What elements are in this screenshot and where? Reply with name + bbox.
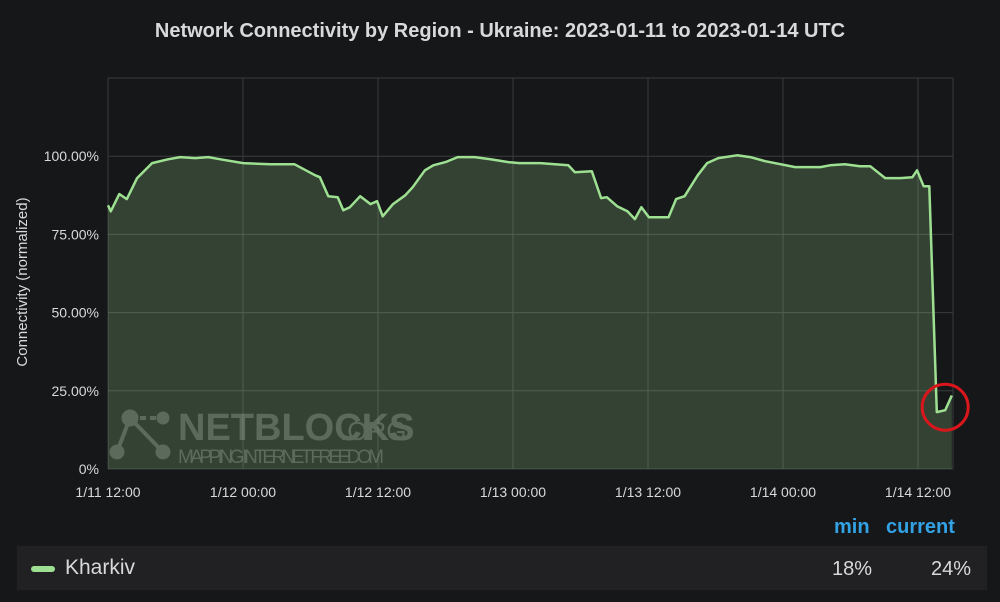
x-tick-label: 1/13 12:00 [615,484,681,500]
series-color-swatch[interactable] [31,566,55,572]
x-tick-label: 1/12 00:00 [210,484,276,500]
y-tick-label: 100.00% [44,148,99,164]
series-line [106,154,953,414]
series-area-fill [108,155,952,470]
y-axis-label: Connectivity (normalized) [14,197,31,366]
netblocks-watermark: NETBLOCKS .ORG MAPPING INTERNET FREEDOM [109,407,414,468]
y-tick-label: 50.00% [52,305,99,321]
grid [107,77,954,470]
legend-row-kharkiv[interactable]: Kharkiv 18% 24% [17,546,987,590]
y-tick-label: 0% [79,461,99,477]
y-tick-label: 25.00% [52,383,99,399]
watermark-tagline: MAPPING INTERNET FREEDOM [178,447,384,468]
legend-header-min[interactable]: min [834,516,870,538]
y-tick-label: 75.00% [52,226,99,242]
plot-area [106,154,970,470]
legend-current-value: 24% [930,558,971,580]
x-tick-label: 1/13 00:00 [480,484,546,500]
annotation-circle [920,382,970,432]
watermark-brand: NETBLOCKS [178,407,414,449]
x-tick-label: 1/12 12:00 [345,484,411,500]
x-tick-label: 1/14 12:00 [885,484,951,500]
y-axis: 0% 25.00% 50.00% 75.00% 100.00% [44,148,99,477]
x-tick-label: 1/11 12:00 [75,484,140,500]
x-tick-label: 1/14 00:00 [750,484,816,500]
legend-series-name[interactable]: Kharkiv [65,556,136,579]
x-axis: 1/11 12:00 1/12 00:00 1/12 12:00 1/13 00:00… [75,484,951,500]
chart-title: Network Connectivity by Region - Ukraine… [154,20,846,42]
watermark-tld: .ORG [340,416,406,446]
legend-min-value: 18% [831,558,872,580]
legend-header-current[interactable]: current [886,516,955,538]
netblocks-logo-icon [109,409,171,460]
